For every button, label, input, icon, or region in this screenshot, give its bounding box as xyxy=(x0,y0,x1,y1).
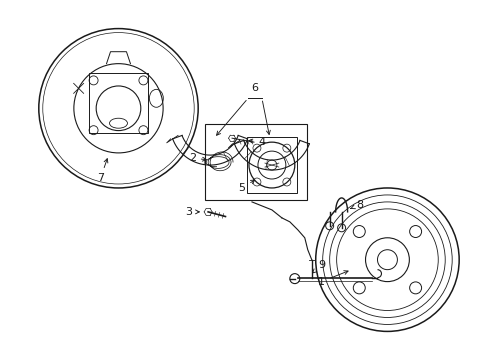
Bar xyxy=(205,124,306,200)
Bar xyxy=(246,137,296,193)
Text: 1: 1 xyxy=(318,271,347,287)
Text: 4: 4 xyxy=(248,137,265,147)
Text: 6: 6 xyxy=(251,84,258,93)
Bar xyxy=(88,73,148,133)
Text: 7: 7 xyxy=(97,159,108,183)
Text: 3: 3 xyxy=(184,207,199,217)
Text: 9: 9 xyxy=(312,260,325,273)
Text: 2: 2 xyxy=(188,153,206,163)
Text: 8: 8 xyxy=(350,200,363,210)
Text: 5: 5 xyxy=(238,180,254,193)
